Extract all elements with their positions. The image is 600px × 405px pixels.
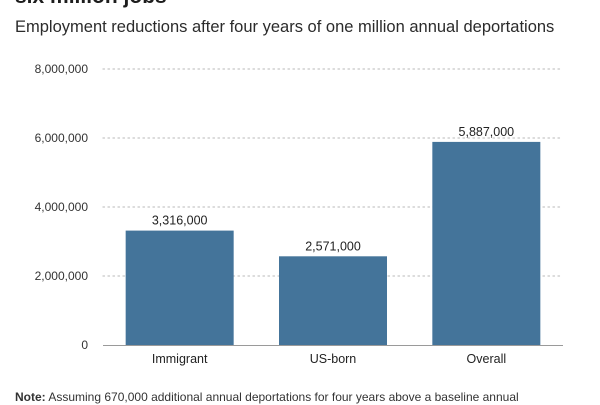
bar-overall	[432, 141, 541, 345]
chart-note: Note: Assuming 670,000 additional annual…	[15, 389, 519, 405]
data-label: 3,316,000	[152, 214, 208, 228]
x-axis-categories: Immigrant US-born Overall	[152, 352, 506, 366]
y-tick-label: 0	[81, 338, 88, 352]
data-label: 5,887,000	[459, 125, 515, 139]
chart-subtitle: Employment reductions after four years o…	[15, 18, 555, 36]
x-category-label: Overall	[467, 352, 507, 366]
y-axis-ticks: 0 2,000,000 4,000,000 6,000,000 8,000,000	[35, 62, 89, 352]
data-labels: 3,316,000 2,571,000 5,887,000	[152, 125, 514, 253]
note-text: Assuming 670,000 additional annual depor…	[45, 390, 519, 404]
data-label: 2,571,000	[305, 239, 361, 253]
x-category-label: US-born	[310, 352, 357, 366]
bar-us-born	[279, 256, 387, 345]
x-category-label: Immigrant	[152, 352, 208, 366]
y-tick-label: 4,000,000	[35, 200, 89, 214]
note-label: Note:	[15, 390, 46, 404]
bars	[125, 141, 541, 345]
chart-title: six million jobs	[15, 0, 167, 8]
y-tick-label: 2,000,000	[35, 269, 89, 283]
y-tick-label: 6,000,000	[35, 131, 89, 145]
y-tick-label: 8,000,000	[35, 62, 89, 76]
bar-immigrant	[125, 230, 234, 345]
